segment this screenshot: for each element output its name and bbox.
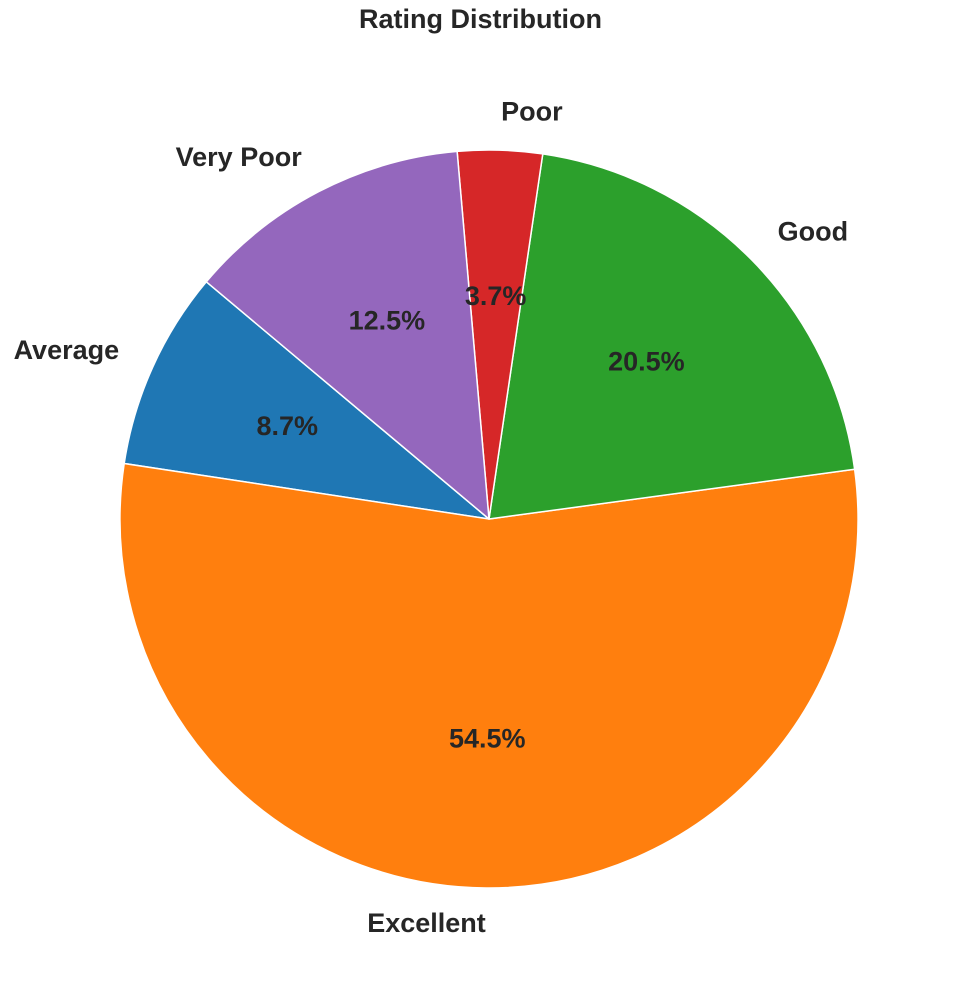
category-label-good: Good (778, 217, 848, 247)
slice-excellent (119, 462, 859, 889)
category-label-excellent: Excellent (367, 908, 486, 938)
percent-labels: 8.7% 54.5% 20.5% 3.7% 12.5% (256, 281, 684, 754)
percent-label-very-poor: 12.5% (349, 306, 426, 336)
category-label-very-poor: Very Poor (176, 142, 303, 172)
slice-very-poor (205, 150, 490, 520)
percent-label-excellent: 54.5% (449, 724, 526, 754)
percent-label-poor: 3.7% (465, 281, 527, 311)
pie-slices (119, 149, 859, 889)
category-label-poor: Poor (501, 96, 563, 126)
percent-label-good: 20.5% (608, 346, 685, 376)
category-label-average: Average (14, 335, 120, 365)
percent-label-average: 8.7% (256, 411, 318, 441)
slice-good (488, 153, 856, 520)
chart-title: Rating Distribution (359, 4, 602, 34)
category-labels: Average Excellent Good Poor Very Poor (14, 96, 849, 938)
slice-average (123, 281, 490, 520)
